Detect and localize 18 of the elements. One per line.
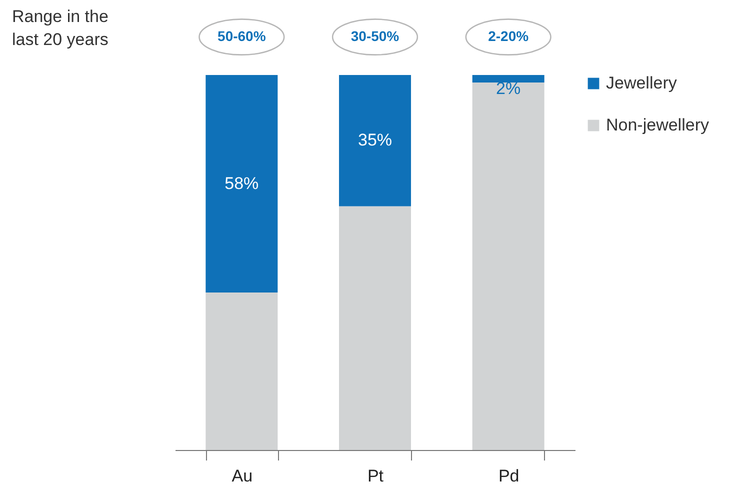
bar	[472, 82, 544, 450]
bar	[339, 75, 411, 206]
data-label: 2%	[496, 79, 521, 98]
x-tick-label: Au	[232, 466, 253, 485]
text: 50-60%	[218, 28, 266, 44]
text: 30-50%	[350, 28, 400, 44]
x-tick-label: Pd	[498, 466, 520, 485]
x-tick-label: Pt	[367, 466, 384, 485]
bar	[206, 75, 278, 292]
text: Range in the last 20 years	[12, 7, 108, 49]
legend-label: Jewellery	[606, 74, 678, 92]
data-label: 58%	[224, 174, 259, 193]
bar	[472, 75, 544, 82]
bar	[339, 206, 411, 450]
text: 2-20%	[488, 28, 530, 44]
legend-label: Non-jewellery	[606, 116, 710, 134]
bar	[206, 292, 278, 450]
data-label: 35%	[358, 130, 392, 150]
